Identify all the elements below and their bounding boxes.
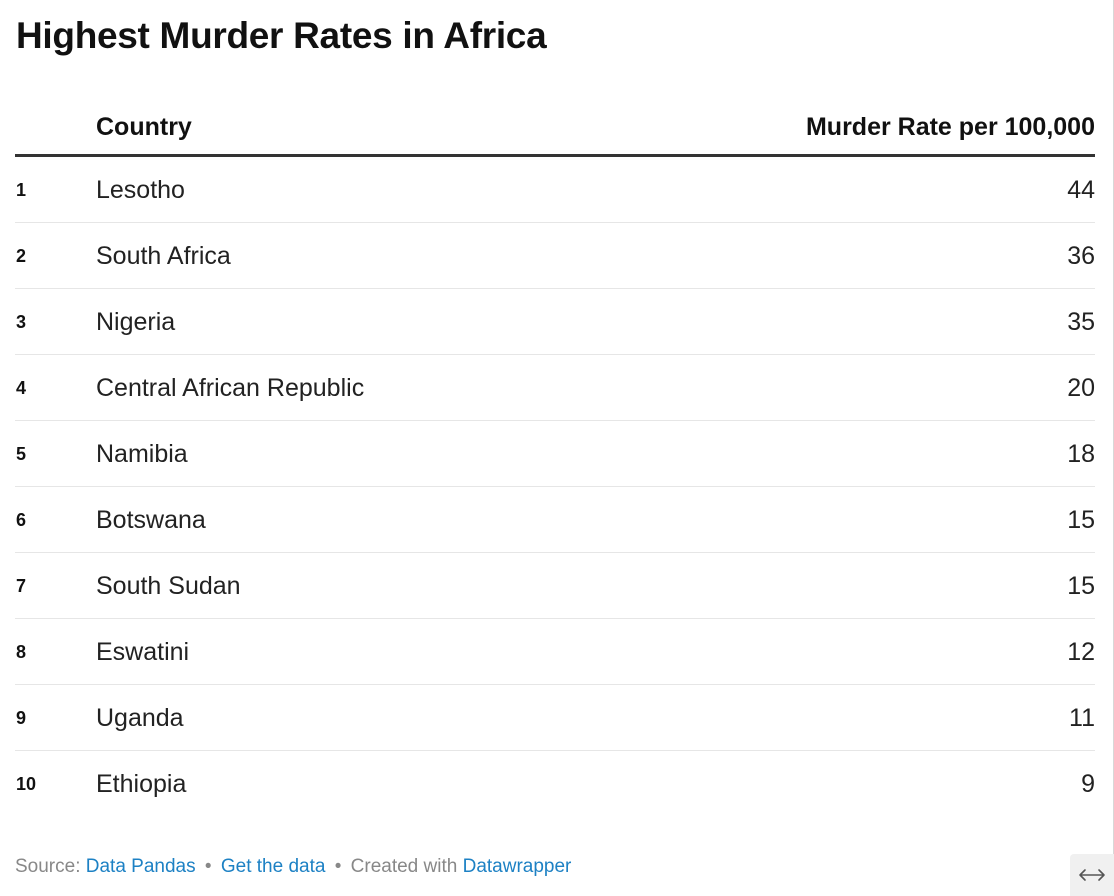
rank-cell: 1	[16, 180, 27, 200]
country-cell: Botswana	[96, 506, 206, 534]
rank-cell: 3	[16, 312, 27, 332]
rank-cell: 5	[16, 444, 27, 464]
table-row: 8 Eswatini 12	[15, 619, 1095, 685]
footer-separator: •	[334, 856, 342, 877]
chart-title: Highest Murder Rates in Africa	[16, 15, 547, 56]
rank-cell: 4	[16, 378, 27, 398]
table-row: 9 Uganda 11	[15, 685, 1095, 751]
table-header: Country Murder Rate per 100,000	[15, 94, 1095, 157]
murder-rate-cell: 9	[1081, 770, 1095, 798]
murder-rate-cell: 11	[1069, 704, 1095, 732]
murder-rate-cell: 15	[1067, 572, 1095, 600]
table-row: 3 Nigeria 35	[15, 289, 1095, 355]
rank-cell: 6	[16, 510, 27, 530]
country-cell: Ethiopia	[96, 770, 187, 798]
column-header-murder-rate[interactable]: Murder Rate per 100,000	[805, 113, 1095, 141]
murder-rate-cell: 44	[1067, 176, 1095, 204]
column-header-country[interactable]: Country	[96, 113, 192, 141]
country-cell: Namibia	[96, 440, 188, 468]
created-with-label: Created with	[350, 856, 458, 877]
horizontal-arrows-icon	[1079, 869, 1105, 881]
table-row: 6 Botswana 15	[15, 487, 1095, 553]
murder-rate-cell: 35	[1067, 308, 1095, 336]
datawrapper-link[interactable]: Datawrapper	[462, 856, 572, 877]
country-cell: Nigeria	[96, 308, 176, 336]
table-body: 1 Lesotho 44 2 South Africa 36 3 Nigeria 35 4 Cent…	[15, 157, 1095, 817]
country-cell: South Africa	[96, 242, 231, 270]
expand-width-button[interactable]	[1070, 854, 1114, 896]
murder-rate-cell: 15	[1067, 506, 1095, 534]
chart-footer: Source: Data Pandas • Get the data • Cre…	[15, 855, 571, 879]
rank-cell: 8	[16, 642, 27, 662]
get-the-data-link[interactable]: Get the data	[220, 856, 326, 877]
rank-cell: 10	[16, 774, 37, 794]
data-table: Country Murder Rate per 100,000 1 Lesotho…	[15, 94, 1095, 817]
country-cell: Central African Republic	[96, 374, 365, 402]
country-cell: Uganda	[96, 704, 184, 732]
footer-separator: •	[204, 856, 212, 877]
murder-rate-cell: 36	[1067, 242, 1095, 270]
country-cell: Eswatini	[96, 638, 190, 666]
source-label: Source:	[15, 856, 81, 877]
rank-cell: 2	[16, 246, 27, 266]
table-row: 4 Central African Republic 20	[15, 355, 1095, 421]
table-row: 1 Lesotho 44	[15, 157, 1095, 223]
rank-cell: 9	[16, 708, 27, 728]
source-link[interactable]: Data Pandas	[85, 856, 196, 877]
murder-rate-cell: 20	[1067, 374, 1095, 402]
murder-rate-cell: 18	[1067, 440, 1095, 468]
murder-rate-cell: 12	[1067, 638, 1095, 666]
table-row: 10 Ethiopia 9	[15, 751, 1095, 817]
rank-cell: 7	[16, 576, 27, 596]
country-cell: Lesotho	[96, 176, 185, 204]
table-row: 2 South Africa 36	[15, 223, 1095, 289]
table-row: 7 South Sudan 15	[15, 553, 1095, 619]
country-cell: South Sudan	[96, 572, 241, 600]
table-row: 5 Namibia 18	[15, 421, 1095, 487]
